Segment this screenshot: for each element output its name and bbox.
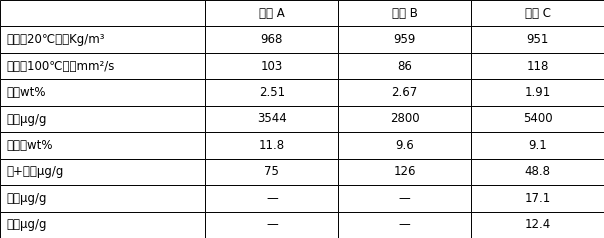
Text: —: —	[399, 192, 411, 205]
Text: 馒，μg/g: 馒，μg/g	[6, 192, 47, 205]
Text: 3544: 3544	[257, 113, 287, 125]
Bar	[205, 212, 338, 238]
Text: 48.8: 48.8	[524, 165, 551, 178]
Text: 126: 126	[393, 165, 416, 178]
Text: 12.4: 12.4	[524, 218, 551, 231]
Bar	[338, 185, 471, 212]
Bar	[471, 106, 604, 132]
Text: 11.8: 11.8	[259, 139, 285, 152]
Bar	[471, 159, 604, 185]
Bar	[338, 79, 471, 106]
Bar	[471, 79, 604, 106]
Bar	[0, 0, 205, 26]
Bar	[338, 159, 471, 185]
Bar	[0, 53, 205, 79]
Bar	[205, 106, 338, 132]
Bar	[0, 132, 205, 159]
Bar	[338, 26, 471, 53]
Text: —: —	[266, 192, 278, 205]
Text: —: —	[266, 218, 278, 231]
Text: —: —	[399, 218, 411, 231]
Text: 原料 B: 原料 B	[392, 7, 417, 20]
Text: 2800: 2800	[390, 113, 420, 125]
Text: 残炭，wt%: 残炭，wt%	[6, 139, 53, 152]
Text: 75: 75	[265, 165, 279, 178]
Text: 原料 A: 原料 A	[259, 7, 284, 20]
Text: 铁，μg/g: 铁，μg/g	[6, 218, 47, 231]
Bar	[205, 159, 338, 185]
Text: 镁+钒，μg/g: 镁+钒，μg/g	[6, 165, 63, 178]
Bar	[471, 132, 604, 159]
Bar	[471, 26, 604, 53]
Bar	[0, 79, 205, 106]
Text: 2.67: 2.67	[391, 86, 418, 99]
Bar	[0, 106, 205, 132]
Text: 5400: 5400	[522, 113, 553, 125]
Text: 17.1: 17.1	[524, 192, 551, 205]
Bar	[0, 26, 205, 53]
Bar	[471, 53, 604, 79]
Text: 原料 C: 原料 C	[524, 7, 551, 20]
Text: 硫，wt%: 硫，wt%	[6, 86, 45, 99]
Text: 1.91: 1.91	[524, 86, 551, 99]
Text: 968: 968	[260, 33, 283, 46]
Bar	[205, 53, 338, 79]
Bar	[471, 212, 604, 238]
Bar	[0, 212, 205, 238]
Bar	[205, 0, 338, 26]
Text: 103: 103	[261, 60, 283, 73]
Bar	[0, 185, 205, 212]
Bar	[205, 132, 338, 159]
Text: 9.6: 9.6	[395, 139, 414, 152]
Bar	[338, 53, 471, 79]
Bar	[205, 26, 338, 53]
Bar	[338, 0, 471, 26]
Bar	[338, 106, 471, 132]
Bar	[471, 185, 604, 212]
Bar	[205, 185, 338, 212]
Bar	[471, 0, 604, 26]
Bar	[0, 159, 205, 185]
Bar	[338, 212, 471, 238]
Text: 粘度（100℃），mm²/s: 粘度（100℃），mm²/s	[6, 60, 114, 73]
Text: 氮，μg/g: 氮，μg/g	[6, 113, 47, 125]
Text: 密度（20℃），Kg/m³: 密度（20℃），Kg/m³	[6, 33, 104, 46]
Text: 9.1: 9.1	[528, 139, 547, 152]
Text: 2.51: 2.51	[259, 86, 285, 99]
Text: 118: 118	[526, 60, 549, 73]
Text: 86: 86	[397, 60, 412, 73]
Bar	[338, 132, 471, 159]
Bar	[205, 79, 338, 106]
Text: 951: 951	[526, 33, 549, 46]
Text: 959: 959	[393, 33, 416, 46]
